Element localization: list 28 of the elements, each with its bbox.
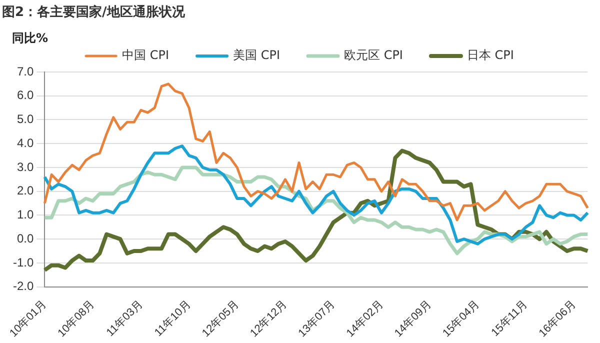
- legend-label: 日本 CPI: [466, 48, 514, 62]
- x-tick-label: 15年04月: [440, 298, 482, 340]
- y-tick-label: 6.0: [16, 88, 34, 102]
- y-tick-label: 1.0: [16, 208, 34, 222]
- y-tick-label: -1.0: [12, 255, 34, 270]
- y-tick-label: 3.0: [16, 160, 34, 174]
- x-tick-label: 11年03月: [104, 298, 146, 340]
- chart-title: 图2：各主要国家/地区通胀状况: [2, 4, 185, 21]
- legend-label: 中国 CPI: [122, 48, 170, 62]
- x-tick-label: 11年10月: [152, 298, 194, 340]
- x-tick-label: 16年06月: [536, 298, 578, 340]
- y-tick-label: -2.0: [12, 279, 34, 294]
- x-tick-label: 12年05月: [200, 298, 242, 340]
- y-tick-label: 2.0: [16, 184, 34, 198]
- y-tick-label: 4.0: [16, 136, 34, 150]
- x-tick-label: 10年08月: [56, 298, 98, 340]
- y-tick-label: 5.0: [16, 112, 34, 126]
- x-tick-label: 14年02月: [344, 298, 386, 340]
- x-tick-label: 12年12月: [248, 298, 290, 340]
- y-tick-label: 7.0: [16, 64, 34, 78]
- legend-label: 美国 CPI: [233, 48, 280, 62]
- x-tick-label: 10年01月: [8, 298, 49, 340]
- x-tick-label: 13年07月: [296, 298, 338, 340]
- legend-label: 欧元区 CPI: [344, 48, 403, 62]
- y-axis-title: 同比%: [12, 30, 48, 47]
- y-tick-label: 0.0: [16, 231, 34, 246]
- x-tick-label: 14年09月: [392, 298, 434, 340]
- x-tick-label: 15年11月: [489, 298, 530, 340]
